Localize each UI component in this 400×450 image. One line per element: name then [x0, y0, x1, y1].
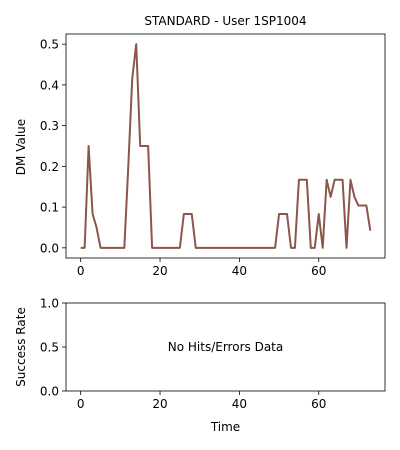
series-line-0 — [80, 43, 372, 249]
y-tick-label: 0.0 — [40, 385, 59, 399]
x-tick-label: 20 — [152, 264, 167, 278]
x-tick-label: 0 — [77, 397, 85, 411]
chart-title: STANDARD - User 1SP1004 — [144, 14, 306, 28]
y-tick-label: 0.1 — [40, 201, 59, 215]
success-rate-plot-area: 0 20 40 60 0.0 0.5 1.0 — [40, 297, 386, 411]
x-axis-label: Time — [210, 420, 240, 434]
y-tick-label: 0.5 — [40, 341, 59, 355]
x-tick-label: 20 — [152, 397, 167, 411]
y-tick-label: 0.5 — [40, 38, 59, 52]
y-tick-label: 0.0 — [40, 241, 59, 255]
y-tick-label: 0.2 — [40, 160, 59, 174]
y-tick-label: 1.0 — [40, 297, 59, 311]
dm-value-plot-area: 0 20 40 60 0.0 0.1 0.2 0.3 0.4 0.5 — [40, 33, 386, 278]
x-tick-label: 0 — [77, 264, 85, 278]
y-axis-label: DM Value — [14, 119, 28, 175]
y-tick-label: 0.4 — [40, 78, 59, 92]
x-tick-label: 40 — [232, 397, 247, 411]
x-tick-label: 60 — [311, 264, 326, 278]
y-tick-label: 0.3 — [40, 119, 59, 133]
no-data-annotation: No Hits/Errors Data — [168, 340, 283, 354]
x-tick-label: 60 — [311, 397, 326, 411]
axes-frame — [65, 33, 386, 259]
y-axis-label: Success Rate — [14, 307, 28, 387]
success-rate-chart: 0 20 40 60 0.0 0.5 1.0 No Hits/Errors Data Tim… — [14, 297, 386, 434]
dm-value-chart: STANDARD - User 1SP1004 0 20 40 60 0.0 0.1 0.2… — [14, 14, 386, 278]
x-tick-label: 40 — [232, 264, 247, 278]
